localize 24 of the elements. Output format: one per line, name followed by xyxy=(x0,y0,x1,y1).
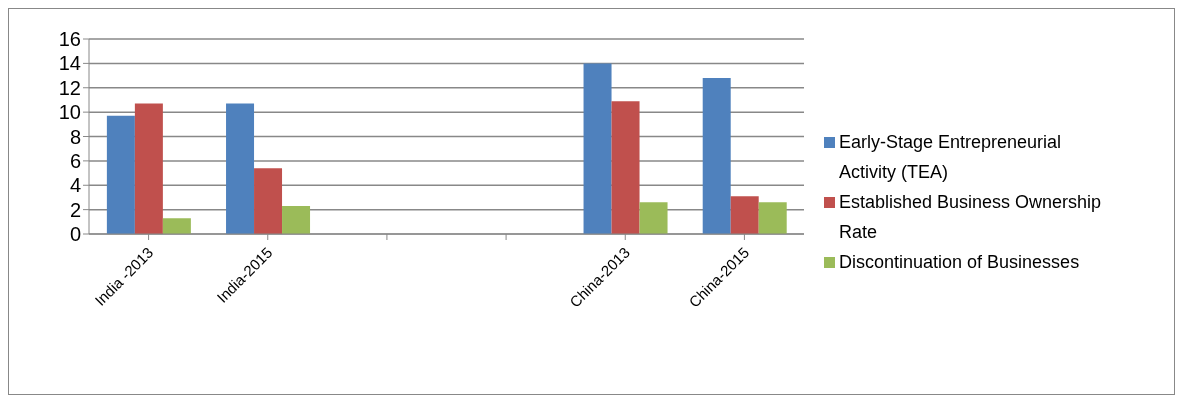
bar xyxy=(162,218,191,234)
bar xyxy=(730,196,759,234)
legend-label: Early-Stage Entrepreneurial Activity (TEA) xyxy=(839,130,1063,184)
y-tick-label: 10 xyxy=(58,101,81,124)
bar xyxy=(611,101,640,234)
bar xyxy=(639,202,668,234)
legend-label: Discontinuation of Businesses xyxy=(839,250,1081,274)
y-tick-label: 16 xyxy=(58,28,81,51)
y-tick-label: 8 xyxy=(69,125,81,148)
y-tick-label: 0 xyxy=(69,223,81,246)
y-tick-label: 12 xyxy=(58,76,81,99)
bar xyxy=(702,78,731,234)
bar xyxy=(106,115,135,234)
y-tick-label: 6 xyxy=(69,149,81,172)
y-tick-label: 14 xyxy=(58,52,81,75)
legend-label: Established Business Ownership Rate xyxy=(839,190,1103,244)
y-tick-label: 2 xyxy=(69,198,81,221)
bar xyxy=(254,168,283,234)
bar xyxy=(134,103,163,234)
y-tick-label: 4 xyxy=(69,174,81,197)
bar xyxy=(226,103,255,234)
bar xyxy=(583,63,612,234)
bar xyxy=(758,202,787,234)
bar xyxy=(282,205,311,234)
